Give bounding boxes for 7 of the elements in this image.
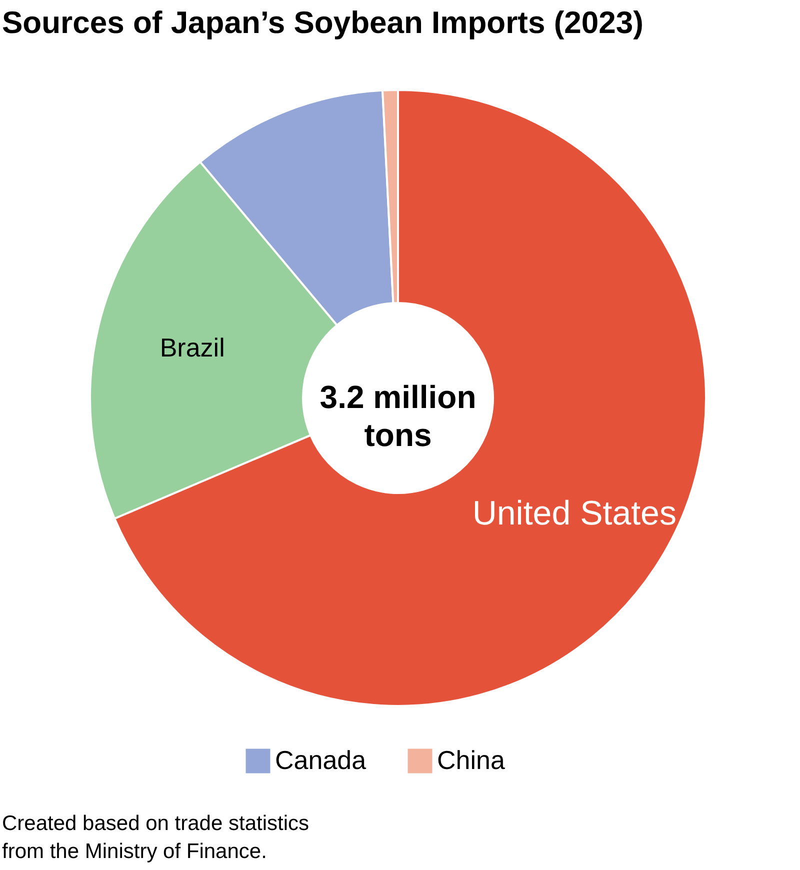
legend-label: Canada <box>275 745 367 775</box>
chart-title: Sources of Japan’s Soybean Imports (2023) <box>2 5 644 40</box>
text: 3.2 million tons <box>320 379 476 453</box>
slice-label: Brazil <box>160 332 225 363</box>
text: Created based on trade statistics from the Ministry of Finance. <box>2 812 310 863</box>
slice-label: United States <box>472 494 676 533</box>
legend-label: China <box>437 745 506 775</box>
